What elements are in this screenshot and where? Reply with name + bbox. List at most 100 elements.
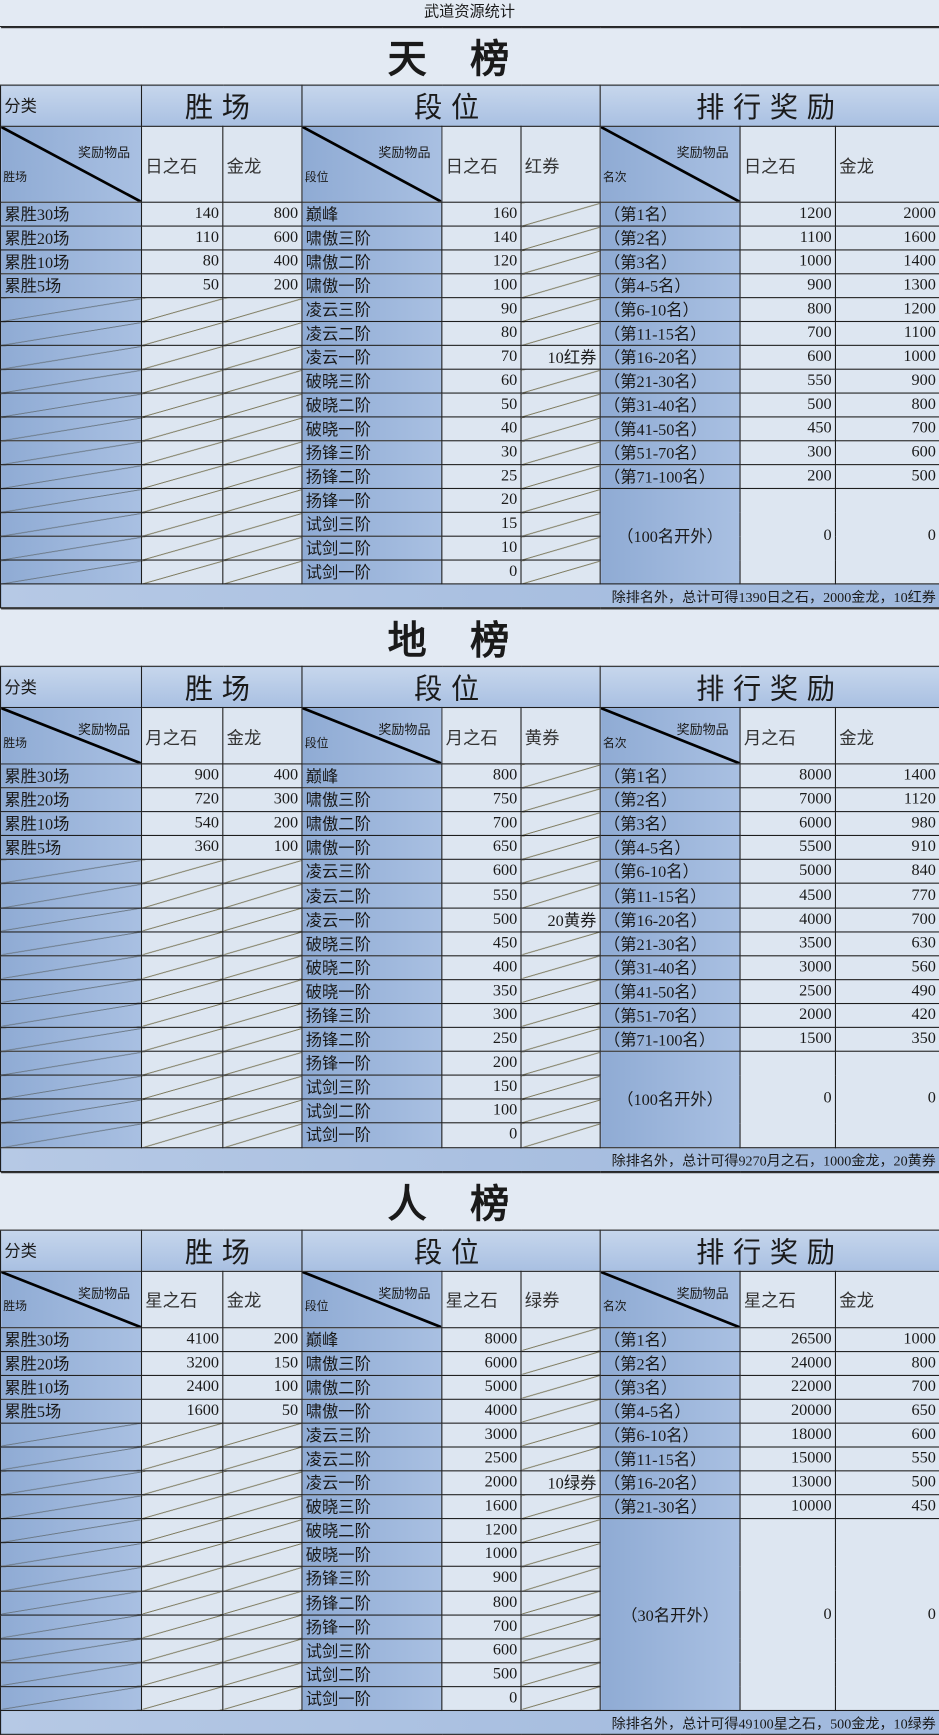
segment-label: 啸傲一阶 [301, 835, 443, 861]
rank-label: （第51-70名） [599, 1002, 741, 1028]
rank-label: （第51-70名） [599, 440, 741, 466]
rank-stone-value: 6000 [739, 811, 836, 837]
empty-cell [140, 1422, 224, 1448]
rank-stone-value: 18000 [739, 1422, 836, 1448]
rank-gold-value: 650 [834, 1398, 939, 1424]
wins-label: 累胜5场 [0, 835, 143, 861]
rank-stone-value: 1500 [739, 1026, 836, 1052]
segment-label: 破晓二阶 [301, 954, 443, 981]
wins-stone-value: 360 [140, 835, 224, 861]
segment-stone-value: 2000 [441, 1470, 522, 1496]
rank-label: （第3名） [599, 249, 741, 275]
section-title: 人榜 [0, 1171, 939, 1231]
segment-corner-cell: 奖励物品 段位 [301, 1270, 443, 1328]
wins-gold-value: 150 [222, 1350, 303, 1376]
segment-stone-value: 450 [441, 931, 522, 957]
rank-label: （第4-5名） [599, 273, 741, 299]
empty-cell [0, 1050, 143, 1076]
segment-label: 试剑三阶 [301, 1638, 443, 1664]
segment-stone-value: 800 [441, 763, 522, 789]
wins-label: 累胜5场 [0, 273, 143, 299]
empty-cell [222, 1446, 303, 1472]
rank-gold-value: 1100 [834, 320, 939, 346]
rank-stone-col-header: 星之石 [739, 1270, 836, 1328]
segment-stone-value: 8000 [441, 1326, 522, 1352]
segment-ticket-value: 20黄券 [520, 907, 601, 933]
rank-gold-value: 420 [834, 1002, 939, 1028]
diagonal-divider [601, 708, 740, 763]
empty-cell [0, 1422, 143, 1448]
segment-stone-value: 160 [441, 201, 522, 227]
table-row: 破晓一阶 40 （第41-50名） 450 700 [0, 416, 939, 442]
empty-cell [140, 1542, 224, 1568]
empty-cell [0, 1638, 143, 1664]
segment-label: 试剑三阶 [301, 1074, 443, 1100]
segment-stone-value: 80 [441, 320, 522, 346]
segment-label: 扬锋三阶 [301, 1566, 443, 1592]
rank-label: （第31-40名） [599, 954, 741, 981]
segment-label: 凌云三阶 [301, 297, 443, 323]
segment-stone-value: 25 [441, 464, 522, 490]
segment-stone-col-header: 月之石 [441, 706, 522, 765]
rank-gold-value: 700 [834, 1374, 939, 1400]
wins-gold-value: 400 [222, 763, 303, 789]
empty-cell [222, 1662, 303, 1688]
empty-cell [140, 1638, 224, 1664]
rank-gold-value: 900 [834, 368, 939, 394]
wins-corner-cell: 奖励物品 胜场 [0, 1270, 143, 1328]
empty-cell [222, 392, 303, 418]
empty-cell [140, 931, 224, 957]
empty-cell [140, 1446, 224, 1472]
empty-cell [140, 344, 224, 370]
empty-cell [222, 487, 303, 513]
empty-cell [520, 811, 601, 837]
category-header: 分类 [0, 665, 143, 709]
table-row: 扬锋三阶 30 （第51-70名） 300 600 [0, 440, 939, 466]
rank-label: （第21-30名） [599, 1494, 741, 1520]
corner-reward-items-label: 奖励物品 [676, 722, 729, 738]
segment-label: 破晓二阶 [301, 392, 443, 418]
empty-cell [140, 1494, 224, 1520]
segment-stone-value: 600 [441, 1638, 522, 1664]
table-row: 累胜10场 540 200 啸傲二阶 700 （第3名） 6000 980 [0, 811, 939, 837]
corner-reward-items-label: 奖励物品 [78, 1285, 131, 1301]
segment-stone-value: 1200 [441, 1518, 522, 1544]
rank-label: （第16-20名） [599, 1470, 741, 1496]
empty-cell [520, 440, 601, 466]
empty-cell [222, 1122, 303, 1148]
empty-cell [520, 978, 601, 1004]
segment-stone-value: 400 [441, 954, 522, 981]
empty-cell [140, 297, 224, 323]
rank-gold-value: 1000 [834, 344, 939, 370]
rank-gold-value: 490 [834, 978, 939, 1004]
empty-cell [520, 320, 601, 346]
segment-label: 啸傲一阶 [301, 273, 443, 299]
segment-ticket-value: 10绿券 [520, 1470, 601, 1496]
segment-label: 破晓三阶 [301, 931, 443, 957]
empty-cell [0, 1002, 143, 1028]
table-row: 破晓三阶 450 （第21-30名） 3500 630 [0, 931, 939, 957]
segment-label: 啸傲一阶 [301, 1398, 443, 1424]
rank-label: （第2名） [599, 1350, 741, 1376]
empty-cell [140, 1518, 224, 1544]
rank-label: （第3名） [599, 811, 741, 837]
segment-stone-value: 100 [441, 1098, 522, 1124]
page-title: 武道资源统计 [0, 0, 939, 28]
segment-header: 段位 [301, 665, 601, 709]
segment-label: 巅峰 [301, 1326, 443, 1352]
wins-gold-col-header: 金龙 [222, 1270, 303, 1328]
corner-axis-label: 胜场 [3, 171, 28, 185]
wins-label: 累胜5场 [0, 1398, 143, 1424]
segment-stone-value: 50 [441, 392, 522, 418]
wins-stone-value: 2400 [140, 1374, 224, 1400]
diagonal-divider [1, 1271, 141, 1326]
rank-stone-value: 450 [739, 416, 836, 442]
segment-label: 扬锋二阶 [301, 1026, 443, 1052]
rank-stone-value: 5000 [739, 859, 836, 885]
rank-gold-col-header: 金龙 [834, 1270, 939, 1328]
table-row: 凌云三阶 3000 （第6-10名） 18000 600 [0, 1422, 939, 1448]
segment-label: 扬锋一阶 [301, 1050, 443, 1076]
rank-gold-value: 1000 [834, 1326, 939, 1352]
empty-cell [520, 1002, 601, 1028]
